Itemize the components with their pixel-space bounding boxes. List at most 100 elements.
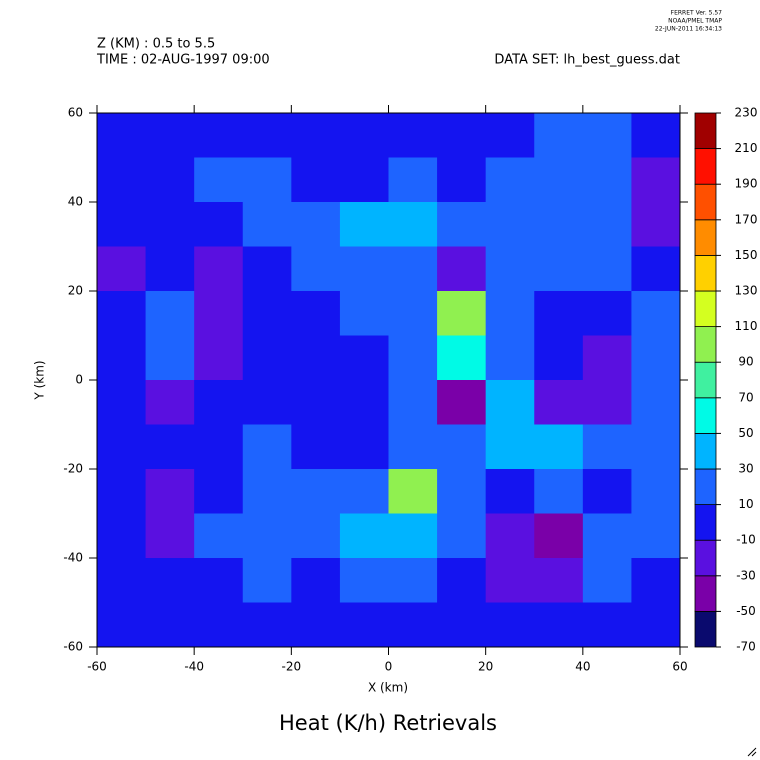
contour-cell — [388, 380, 438, 425]
contour-cell — [437, 602, 487, 648]
contour-cell — [145, 335, 195, 381]
contour-cell — [631, 513, 681, 559]
contour-cell — [534, 424, 584, 470]
colorbar-label: -50 — [736, 604, 756, 618]
contour-cell — [145, 246, 195, 292]
x-tick-label: -40 — [184, 660, 204, 674]
contour-cell — [339, 558, 389, 603]
x-tick-label: -20 — [282, 660, 302, 674]
contour-cell — [388, 469, 438, 514]
contour-cell — [631, 424, 681, 470]
contour-cell — [631, 469, 681, 514]
contour-cell — [242, 113, 292, 158]
contour-cell — [437, 513, 487, 559]
contour-cell — [97, 558, 147, 603]
contour-cell — [437, 202, 487, 247]
contour-cell — [631, 113, 681, 158]
x-tick-label: -60 — [87, 660, 107, 674]
contour-cell — [485, 558, 535, 603]
contour-cell — [485, 246, 535, 292]
contour-cell — [582, 291, 632, 336]
contour-cell — [97, 602, 147, 648]
contour-cell — [534, 469, 584, 514]
contour-cell — [582, 335, 632, 381]
colorbar-swatch — [694, 432, 717, 470]
stamp-line: FERRET Ver. 5.57 — [671, 10, 723, 17]
contour-cell — [631, 202, 681, 247]
contour-cell — [194, 202, 244, 247]
contour-cell — [97, 113, 147, 158]
contour-cell — [631, 380, 681, 425]
contour-cell — [339, 113, 389, 158]
contour-cell — [437, 424, 487, 470]
contour-cell — [534, 513, 584, 559]
contour-cell — [388, 513, 438, 559]
stamp-line: 22-JUN-2011 16:34:13 — [655, 26, 722, 33]
contour-cell — [242, 202, 292, 247]
colorbar-swatch — [694, 290, 717, 327]
contour-cell — [437, 558, 487, 603]
contour-cell — [582, 113, 632, 158]
contour-cell — [145, 424, 195, 470]
contour-cell — [194, 246, 244, 292]
contour-cell — [145, 513, 195, 559]
colorbar-swatch — [694, 148, 717, 185]
x-tick-label: 0 — [385, 660, 393, 674]
contour-cell — [388, 202, 438, 247]
contour-cell — [437, 246, 487, 292]
contour-cell — [631, 335, 681, 381]
contour-cell — [631, 157, 681, 203]
contour-cell — [582, 513, 632, 559]
contour-cell — [145, 602, 195, 648]
y-tick-label: -60 — [63, 640, 83, 654]
stamp-line: NOAA/PMEL TMAP — [668, 18, 722, 25]
contour-cell — [388, 113, 438, 158]
contour-cell — [145, 113, 195, 158]
contour-cell — [291, 558, 341, 603]
colorbar-swatch — [694, 611, 717, 648]
contour-cell — [582, 469, 632, 514]
contour-cell — [485, 291, 535, 336]
colorbar-label: 150 — [735, 248, 758, 262]
contour-cell — [534, 335, 584, 381]
y-tick-label: -20 — [63, 462, 83, 476]
colorbar-label: 30 — [738, 462, 753, 476]
contour-cell — [145, 157, 195, 203]
colorbar-swatch — [694, 219, 717, 256]
contour-cell — [534, 157, 584, 203]
contour-cell — [485, 424, 535, 470]
contour-cell — [242, 246, 292, 292]
colorbar-swatch — [694, 468, 717, 505]
contour-cell — [339, 335, 389, 381]
contour-cell — [388, 558, 438, 603]
contour-cell — [339, 380, 389, 425]
colorbar-label: 90 — [738, 355, 753, 369]
contour-cell — [485, 113, 535, 158]
contour-cell — [291, 113, 341, 158]
contour-cell — [194, 602, 244, 648]
contour-cell — [97, 335, 147, 381]
contour-cell — [437, 157, 487, 203]
contour-cell — [194, 335, 244, 381]
contour-cell — [291, 469, 341, 514]
contour-cell — [582, 380, 632, 425]
y-tick-label: -40 — [63, 551, 83, 565]
contour-cell — [582, 602, 632, 648]
contour-cell — [97, 246, 147, 292]
y-tick-label: 60 — [68, 106, 83, 120]
contour-cell — [145, 469, 195, 514]
contour-cell — [194, 424, 244, 470]
contour-cell — [485, 469, 535, 514]
colorbar-label: 50 — [738, 426, 753, 440]
x-tick-label: 60 — [672, 660, 687, 674]
contour-cell — [194, 157, 244, 203]
contour-cell — [242, 157, 292, 203]
contour-cell — [242, 558, 292, 603]
contour-cell — [437, 291, 487, 336]
contour-cell — [242, 469, 292, 514]
colorbar-swatch — [694, 504, 717, 541]
contour-cell — [145, 291, 195, 336]
contour-cell — [291, 380, 341, 425]
contour-cell — [97, 291, 147, 336]
